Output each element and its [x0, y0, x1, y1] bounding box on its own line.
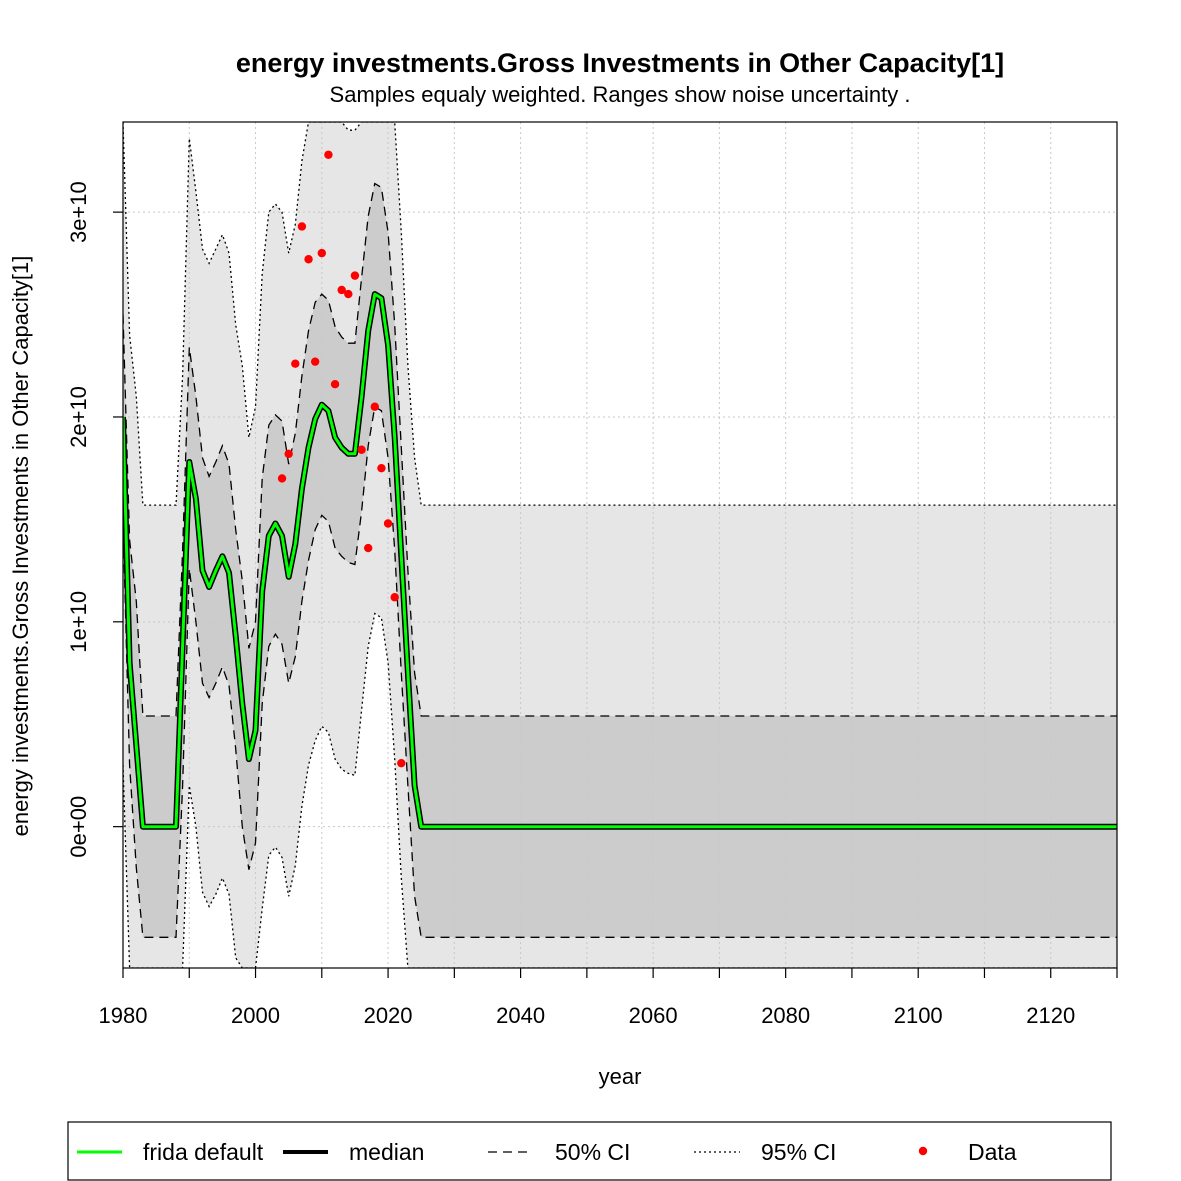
data-point	[390, 593, 399, 602]
x-tick-label: 2080	[761, 1003, 810, 1028]
legend-swatch-data	[918, 1146, 928, 1156]
legend-label-median: median	[349, 1139, 424, 1165]
x-tick-label: 2060	[629, 1003, 678, 1028]
data-point	[291, 359, 300, 368]
data-point	[383, 519, 393, 528]
data-point	[397, 758, 406, 768]
ci50-band	[123, 183, 1117, 938]
legend-label-frida: frida default	[143, 1139, 264, 1165]
y-tick-label: 0e+00	[66, 796, 91, 858]
y-tick-label: 3e+10	[66, 181, 91, 243]
data-point	[363, 543, 373, 553]
legend: frida default median 50% CI 95% CI Data	[67, 1121, 1112, 1181]
legend-label-data: Data	[968, 1139, 1017, 1165]
x-axis-label: year	[599, 1064, 642, 1089]
legend-box	[67, 1121, 1112, 1181]
x-tick-label: 2100	[894, 1003, 943, 1028]
ci-lines	[123, 122, 1117, 968]
data-point	[377, 463, 386, 473]
x-tick-label: 1980	[99, 1003, 148, 1028]
frida-default-line	[123, 292, 1117, 829]
legend-label-ci50: 50% CI	[555, 1139, 630, 1165]
ci50-lower-line	[123, 405, 1117, 938]
data-point	[304, 255, 313, 264]
ci95-lower-line	[123, 612, 1117, 968]
data-point	[284, 449, 293, 459]
data-point	[317, 248, 326, 258]
x-tick-label: 2120	[1026, 1003, 1075, 1028]
data-point	[357, 445, 366, 454]
x-tick-label: 2000	[231, 1003, 280, 1028]
plot-border	[122, 121, 1118, 969]
ci95-upper-line	[123, 122, 1117, 506]
y-tick-label: 1e+10	[66, 591, 91, 653]
ci50-area	[123, 183, 1117, 938]
data-point	[370, 402, 380, 411]
data-point	[297, 222, 307, 231]
legend-label-ci95: 95% CI	[761, 1139, 836, 1165]
data-point	[330, 379, 340, 389]
data-point	[337, 285, 346, 295]
series-lines	[123, 291, 1117, 830]
data-point	[344, 289, 353, 299]
y-tick-label: 2e+10	[66, 386, 91, 448]
ci50-upper-line	[123, 182, 1117, 717]
x-tick-label: 2040	[496, 1003, 545, 1028]
x-tick-label: 2020	[364, 1003, 413, 1028]
data-point	[350, 271, 360, 280]
y-axis-label: energy investments.Gross Investments in …	[8, 256, 33, 837]
axes: 1980 2000 2020 2040 2060 2080 2100 2120 0e+00 1e+…	[66, 121, 1118, 1028]
data-point	[324, 150, 333, 159]
data-point	[310, 357, 320, 366]
chart-subtitle: Samples equaly weighted. Ranges show noi…	[330, 82, 911, 107]
chart-title: energy investments.Gross Investments in …	[236, 48, 1004, 78]
data-points	[277, 150, 406, 768]
data-point	[277, 474, 287, 483]
